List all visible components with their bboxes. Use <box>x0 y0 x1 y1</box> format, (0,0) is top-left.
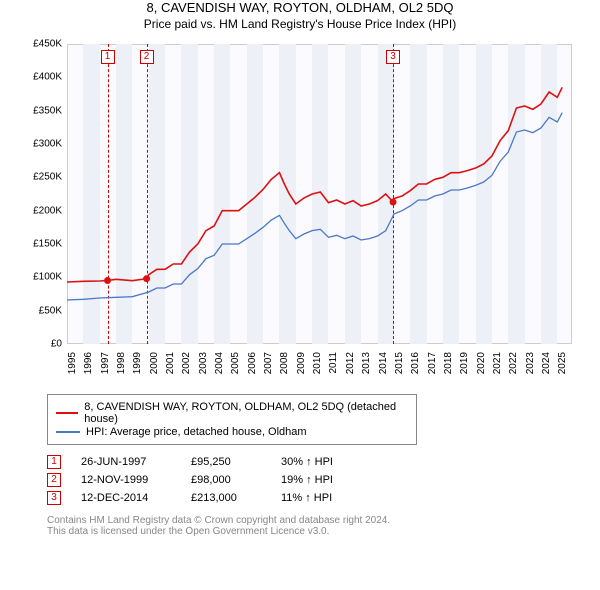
sales-row: 1 26-JUN-1997 £95,250 30% ↑ HPI <box>47 455 600 469</box>
footer-line2: This data is licensed under the Open Gov… <box>47 526 600 537</box>
sales-pct: 30% ↑ HPI <box>281 456 361 468</box>
legend-swatch <box>56 412 78 414</box>
sales-date: 26-JUN-1997 <box>81 456 171 468</box>
sales-price: £95,250 <box>191 456 261 468</box>
footer-line1: Contains HM Land Registry data © Crown c… <box>47 515 600 526</box>
sales-number-box: 3 <box>47 491 61 505</box>
sales-price: £213,000 <box>191 492 261 504</box>
sales-pct: 19% ↑ HPI <box>281 474 361 486</box>
page-title: 8, CAVENDISH WAY, ROYTON, OLDHAM, OL2 5D… <box>0 0 600 15</box>
sales-number-box: 2 <box>47 473 61 487</box>
chart-area: 123£0£50K£100K£150K£200K£250K£300K£350K£… <box>20 39 580 384</box>
sale-point <box>143 275 150 282</box>
page-subtitle: Price paid vs. HM Land Registry's House … <box>0 17 600 31</box>
sales-row: 3 12-DEC-2014 £213,000 11% ↑ HPI <box>47 491 600 505</box>
series-hpi <box>67 113 562 300</box>
series-property <box>67 87 562 282</box>
legend-box: 8, CAVENDISH WAY, ROYTON, OLDHAM, OL2 5D… <box>47 394 417 445</box>
sales-table: 1 26-JUN-1997 £95,250 30% ↑ HPI 2 12-NOV-1999… <box>47 455 600 505</box>
sale-point <box>390 199 397 206</box>
sales-number-box: 1 <box>47 455 61 469</box>
sale-point <box>104 277 111 284</box>
legend-row: HPI: Average price, detached house, Oldh… <box>56 426 408 438</box>
sales-date: 12-NOV-1999 <box>81 474 171 486</box>
plot-svg <box>20 39 580 384</box>
legend-row: 8, CAVENDISH WAY, ROYTON, OLDHAM, OL2 5D… <box>56 401 408 425</box>
legend-swatch <box>56 431 80 433</box>
sales-pct: 11% ↑ HPI <box>281 492 361 504</box>
sales-row: 2 12-NOV-1999 £98,000 19% ↑ HPI <box>47 473 600 487</box>
legend-label: HPI: Average price, detached house, Oldh… <box>86 426 307 438</box>
sales-date: 12-DEC-2014 <box>81 492 171 504</box>
sales-price: £98,000 <box>191 474 261 486</box>
footer-attribution: Contains HM Land Registry data © Crown c… <box>47 515 600 537</box>
legend-label: 8, CAVENDISH WAY, ROYTON, OLDHAM, OL2 5D… <box>84 401 408 425</box>
